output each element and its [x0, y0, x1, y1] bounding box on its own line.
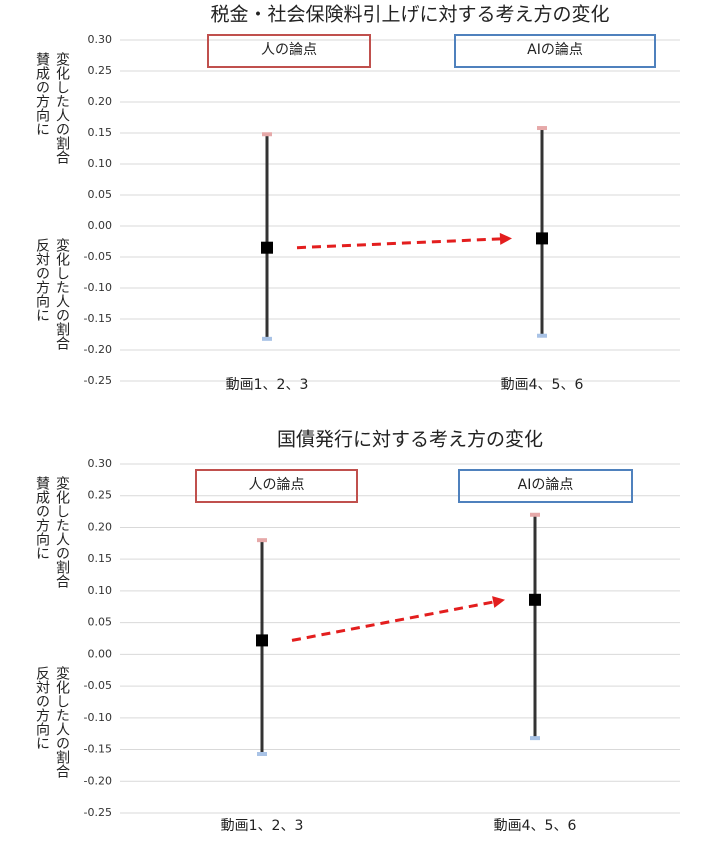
mean-marker	[261, 241, 273, 254]
trend-arrow	[291, 600, 496, 642]
x-tick-label: 動画4、5、6	[501, 377, 584, 393]
y-axis-label: 変化した人の割合	[54, 475, 70, 588]
annotation-box	[207, 34, 371, 68]
y-tick-label: 0.30	[88, 457, 113, 470]
y-axis-label: 賛成の方向に	[34, 476, 50, 560]
annotation-box	[458, 469, 633, 503]
y-tick-label: 0.30	[88, 33, 113, 46]
chart-title: 税金・社会保険料引上げに対する考え方の変化	[210, 4, 609, 26]
y-tick-label: 0.20	[88, 95, 113, 108]
annotation-text: AIの論点	[527, 42, 583, 58]
y-axis-label: 賛成の方向に	[34, 52, 50, 136]
trend-arrow	[296, 237, 503, 250]
y-tick-label: -0.25	[84, 374, 112, 387]
y-tick-label: 0.15	[88, 552, 113, 565]
y-tick-label: 0.05	[88, 188, 113, 201]
y-tick-label: 0.25	[88, 64, 113, 77]
x-tick-label: 動画1、2、3	[226, 377, 309, 393]
annotation-text: AIの論点	[518, 477, 574, 493]
y-tick-label: 0.00	[88, 219, 113, 232]
y-tick-label: -0.20	[84, 343, 112, 356]
annotation-box	[454, 34, 656, 68]
y-tick-label: -0.15	[84, 743, 112, 756]
x-tick-label: 動画1、2、3	[221, 818, 304, 834]
y-tick-label: -0.05	[84, 250, 112, 263]
y-tick-label: -0.10	[84, 281, 112, 294]
y-tick-label: 0.05	[88, 616, 113, 629]
y-tick-label: -0.10	[84, 711, 112, 724]
y-tick-label: 0.00	[88, 647, 113, 660]
y-axis-label: 反対の方向に	[34, 238, 50, 322]
chart-title: 国債発行に対する考え方の変化	[277, 429, 543, 451]
mean-marker	[256, 634, 268, 647]
y-tick-label: 0.10	[88, 584, 113, 597]
mean-marker	[529, 593, 541, 606]
y-tick-label: 0.25	[88, 489, 113, 502]
y-tick-label: 0.20	[88, 520, 113, 533]
annotation-box	[195, 469, 358, 503]
y-axis-label: 変化した人の割合	[54, 666, 70, 779]
y-tick-label: -0.25	[84, 806, 112, 819]
mean-marker	[536, 232, 548, 245]
y-axis-label: 反対の方向に	[34, 666, 50, 750]
y-tick-label: -0.15	[84, 312, 112, 325]
y-tick-label: -0.20	[84, 774, 112, 787]
y-tick-label: -0.05	[84, 679, 112, 692]
y-tick-label: 0.15	[88, 126, 113, 139]
y-axis-label: 変化した人の割合	[54, 237, 70, 350]
y-axis-label: 変化した人の割合	[54, 51, 70, 164]
x-tick-label: 動画4、5、6	[494, 818, 577, 834]
annotation-text: 人の論点	[261, 42, 317, 58]
trend-arrowhead	[492, 596, 505, 608]
trend-arrowhead	[499, 232, 512, 245]
y-tick-label: 0.10	[88, 157, 113, 170]
annotation-text: 人の論点	[249, 477, 305, 493]
